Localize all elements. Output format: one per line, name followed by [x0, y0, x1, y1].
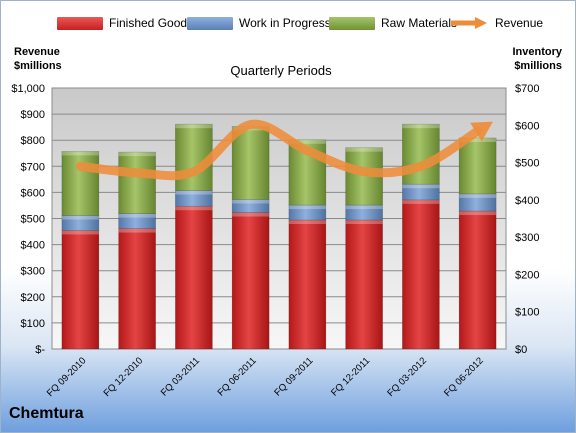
bar-work-in-progress-top	[61, 215, 99, 220]
bar-raw-materials-top	[118, 152, 156, 157]
bar-finished-goods-top	[175, 206, 213, 211]
right-axis-tick-label: $400	[515, 195, 539, 207]
bar-finished-goods	[118, 228, 156, 350]
legend-swatch-work-in-progress	[187, 16, 233, 30]
category-label: FQ 09-2010	[45, 355, 89, 399]
bar-finished-goods-top	[232, 212, 270, 217]
left-axis-title-line2: $millions	[14, 60, 62, 72]
left-axis-tick-label: $400	[21, 240, 45, 252]
category-label: FQ 06-2011	[216, 355, 259, 398]
legend-item-revenue: Revenue	[449, 15, 543, 31]
right-axis-title-line2: $millions	[514, 60, 562, 72]
bar-finished-goods-top	[288, 219, 326, 224]
bar-work-in-progress	[175, 190, 213, 207]
left-axis-tick-label: $300	[21, 266, 45, 278]
legend-swatch-raw-materials	[329, 16, 375, 30]
company-name: Chemtura	[9, 405, 84, 422]
left-axis-tick-label: $800	[21, 135, 45, 147]
bar-raw-materials-top	[459, 137, 497, 142]
bar-raw-materials-top	[61, 151, 99, 156]
legend-label-finished-goods: Finished Goods	[109, 16, 194, 30]
bar-raw-materials-top	[402, 124, 440, 129]
category-label: FQ 03-2012	[385, 355, 429, 399]
left-axis-title-line1: Revenue	[14, 46, 60, 58]
bar-work-in-progress-top	[232, 199, 270, 204]
right-axis-tick-label: $700	[515, 83, 539, 95]
right-axis-tick-label: $500	[515, 158, 539, 170]
left-axis-tick-label: $900	[21, 109, 45, 121]
bar-raw-materials	[231, 126, 270, 200]
bar-finished-goods	[288, 219, 327, 350]
legend-label-work-in-progress: Work in Progress	[239, 16, 331, 30]
legend-swatch-finished-goods	[57, 16, 103, 30]
category-label: FQ 12-2010	[102, 355, 146, 399]
bar-work-in-progress-top	[288, 205, 326, 210]
bar-finished-goods	[402, 199, 440, 350]
category-label: FQ 06-2012	[442, 355, 486, 399]
bar-raw-materials-top	[175, 124, 213, 129]
bar-raw-materials	[458, 137, 497, 195]
left-axis-tick-label: $700	[21, 161, 45, 173]
revenue-arrowhead	[470, 121, 493, 142]
bar-work-in-progress-top	[118, 213, 156, 218]
legend-arrow-revenue-icon	[451, 17, 487, 29]
left-axis-tick-label: $500	[21, 214, 45, 226]
bar-finished-goods	[458, 210, 497, 350]
bar-raw-materials-top	[345, 147, 383, 152]
left-axis-title: Revenue $millions	[14, 45, 62, 73]
legend-label-revenue: Revenue	[495, 16, 544, 30]
bar-finished-goods	[345, 219, 383, 350]
bar-finished-goods-top	[345, 219, 383, 224]
bar-finished-goods	[175, 205, 213, 350]
legend-label-raw-materials: Raw Materials	[381, 16, 458, 30]
bar-work-in-progress-top	[402, 184, 440, 189]
left-axis-tick-label: $-	[35, 344, 45, 356]
bar-finished-goods	[231, 212, 270, 350]
left-axis-tick-label: $1,000	[11, 83, 45, 95]
bar-finished-goods	[61, 230, 100, 350]
bar-finished-goods-top	[459, 211, 497, 216]
revenue-line	[75, 119, 483, 181]
category-label: FQ 12-2011	[329, 355, 372, 398]
legend-item-work-in-progress: Work in Progress	[187, 15, 331, 31]
bar-raw-materials	[118, 151, 156, 214]
right-axis-tick-label: $200	[515, 269, 539, 281]
right-axis-title: Inventory $millions	[512, 45, 562, 73]
right-axis-title-line1: Inventory	[512, 46, 562, 58]
bar-work-in-progress-top	[345, 205, 383, 210]
legend-item-raw-materials: Raw Materials	[329, 15, 457, 31]
bar-raw-materials	[61, 151, 100, 216]
bar-work-in-progress-top	[175, 190, 213, 195]
bar-raw-materials-top	[288, 139, 326, 144]
right-axis-tick-label: $600	[515, 120, 539, 132]
right-axis-tick-label: $300	[515, 232, 539, 244]
right-axis-tick-label: $100	[515, 307, 539, 319]
left-axis-tick-label: $200	[21, 292, 45, 304]
right-axis-tick-label: $0	[515, 344, 527, 356]
category-label: FQ 09-2011	[272, 355, 315, 398]
bar-finished-goods-top	[61, 230, 99, 235]
legend-item-finished-goods: Finished Goods	[57, 15, 193, 31]
bar-raw-materials	[402, 123, 440, 185]
bar-finished-goods-top	[402, 199, 440, 204]
left-axis-tick-label: $600	[21, 187, 45, 199]
bar-work-in-progress-top	[459, 193, 497, 198]
left-axis-tick-label: $100	[21, 318, 45, 330]
bar-work-in-progress	[118, 213, 156, 229]
plot-title: Quarterly Periods	[230, 63, 332, 78]
category-label: FQ 03-2011	[159, 355, 202, 398]
bar-finished-goods-top	[118, 228, 156, 233]
